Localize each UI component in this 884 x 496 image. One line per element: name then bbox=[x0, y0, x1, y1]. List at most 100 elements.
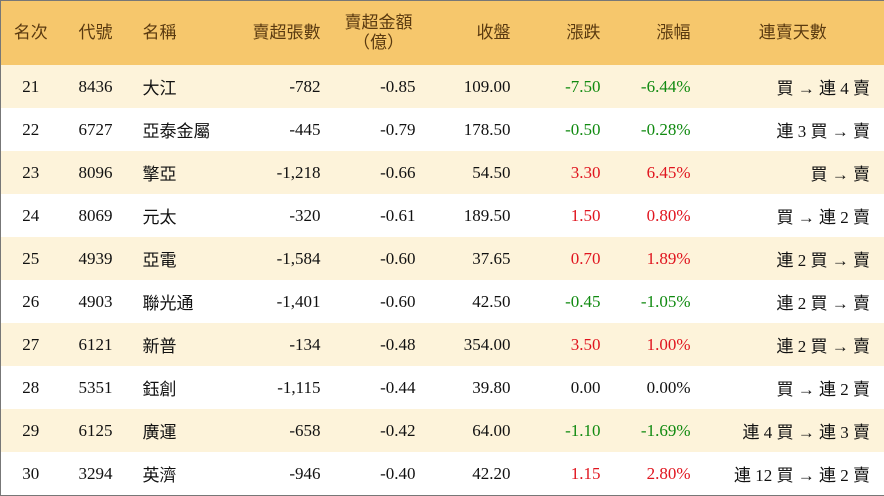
cell-code: 6125 bbox=[60, 409, 131, 452]
cell-sell-streak: 買 → 連 2 賣 bbox=[700, 194, 884, 237]
cell-sell-streak: 買 → 連 2 賣 bbox=[700, 366, 884, 409]
table-row: 26 4903 聯光通 -1,401 -0.60 42.50 -0.45 -1.05% 連 2 … bbox=[0, 280, 884, 323]
cell-sell-streak: 連 3 買 → 賣 bbox=[700, 108, 884, 151]
cell-code: 8069 bbox=[60, 194, 131, 237]
cell-change: -0.50 bbox=[520, 108, 611, 151]
cell-name: 大江 bbox=[130, 65, 231, 108]
cell-sell-streak: 連 2 買 → 賣 bbox=[700, 280, 884, 323]
cell-rank: 27 bbox=[0, 323, 61, 366]
header-row: 名次 代號 名稱 賣超張數 賣超金額 （億） 收盤 漲跌 漲幅 連賣天數 bbox=[0, 0, 884, 65]
cell-change: -0.45 bbox=[520, 280, 611, 323]
cell-net-sell-lots: -445 bbox=[230, 108, 331, 151]
cell-net-sell-amount: -0.44 bbox=[330, 366, 426, 409]
cell-name: 新普 bbox=[130, 323, 231, 366]
cell-change: 0.70 bbox=[520, 237, 611, 280]
table-row: 22 6727 亞泰金屬 -445 -0.79 178.50 -0.50 -0.28% 連 3 … bbox=[0, 108, 884, 151]
cell-net-sell-lots: -1,584 bbox=[230, 237, 331, 280]
cell-code: 4939 bbox=[60, 237, 131, 280]
cell-code: 3294 bbox=[60, 452, 131, 496]
header-name: 名稱 bbox=[130, 0, 231, 65]
cell-rank: 24 bbox=[0, 194, 61, 237]
table-row: 24 8069 元太 -320 -0.61 189.50 1.50 0.80% 買 → 連 2 … bbox=[0, 194, 884, 237]
cell-sell-streak: 連 12 買 → 連 2 賣 bbox=[700, 452, 884, 496]
cell-change-pct: -1.69% bbox=[610, 409, 701, 452]
cell-change-pct: 1.00% bbox=[610, 323, 701, 366]
cell-net-sell-lots: -320 bbox=[230, 194, 331, 237]
cell-name: 亞電 bbox=[130, 237, 231, 280]
cell-change: 1.15 bbox=[520, 452, 611, 496]
cell-code: 6727 bbox=[60, 108, 131, 151]
cell-change: -1.10 bbox=[520, 409, 611, 452]
cell-close: 42.20 bbox=[425, 452, 521, 496]
table-row: 27 6121 新普 -134 -0.48 354.00 3.50 1.00% 連 2 買 → … bbox=[0, 323, 884, 366]
cell-change-pct: 0.00% bbox=[610, 366, 701, 409]
cell-change-pct: 1.89% bbox=[610, 237, 701, 280]
cell-net-sell-lots: -1,218 bbox=[230, 151, 331, 194]
cell-change-pct: 2.80% bbox=[610, 452, 701, 496]
cell-net-sell-amount: -0.66 bbox=[330, 151, 426, 194]
cell-code: 8096 bbox=[60, 151, 131, 194]
cell-sell-streak: 連 2 買 → 賣 bbox=[700, 323, 884, 366]
table-row: 30 3294 英濟 -946 -0.40 42.20 1.15 2.80% 連 12 買 → … bbox=[0, 452, 884, 496]
cell-net-sell-amount: -0.48 bbox=[330, 323, 426, 366]
cell-rank: 22 bbox=[0, 108, 61, 151]
cell-net-sell-lots: -658 bbox=[230, 409, 331, 452]
cell-sell-streak: 買 → 連 4 賣 bbox=[700, 65, 884, 108]
header-net-sell-amount: 賣超金額 （億） bbox=[330, 0, 426, 65]
cell-net-sell-amount: -0.79 bbox=[330, 108, 426, 151]
header-change: 漲跌 bbox=[520, 0, 611, 65]
cell-close: 64.00 bbox=[425, 409, 521, 452]
cell-change: -7.50 bbox=[520, 65, 611, 108]
cell-change-pct: -6.44% bbox=[610, 65, 701, 108]
cell-close: 178.50 bbox=[425, 108, 521, 151]
cell-sell-streak: 連 2 買 → 賣 bbox=[700, 237, 884, 280]
cell-change: 3.30 bbox=[520, 151, 611, 194]
header-code: 代號 bbox=[60, 0, 131, 65]
cell-name: 英濟 bbox=[130, 452, 231, 496]
header-change-pct: 漲幅 bbox=[610, 0, 701, 65]
cell-net-sell-amount: -0.85 bbox=[330, 65, 426, 108]
cell-close: 42.50 bbox=[425, 280, 521, 323]
cell-close: 39.80 bbox=[425, 366, 521, 409]
cell-name: 元太 bbox=[130, 194, 231, 237]
table-row: 25 4939 亞電 -1,584 -0.60 37.65 0.70 1.89% 連 2 買 →… bbox=[0, 237, 884, 280]
table-row: 29 6125 廣運 -658 -0.42 64.00 -1.10 -1.69% 連 4 買 →… bbox=[0, 409, 884, 452]
cell-sell-streak: 連 4 買 → 連 3 賣 bbox=[700, 409, 884, 452]
cell-net-sell-lots: -134 bbox=[230, 323, 331, 366]
cell-name: 聯光通 bbox=[130, 280, 231, 323]
table-row: 23 8096 擎亞 -1,218 -0.66 54.50 3.30 6.45% 買 → 賣 bbox=[0, 151, 884, 194]
cell-rank: 28 bbox=[0, 366, 61, 409]
cell-rank: 26 bbox=[0, 280, 61, 323]
cell-rank: 23 bbox=[0, 151, 61, 194]
cell-change-pct: 6.45% bbox=[610, 151, 701, 194]
header-net-sell-lots: 賣超張數 bbox=[230, 0, 331, 65]
header-rank: 名次 bbox=[0, 0, 61, 65]
cell-close: 354.00 bbox=[425, 323, 521, 366]
cell-name: 亞泰金屬 bbox=[130, 108, 231, 151]
cell-code: 8436 bbox=[60, 65, 131, 108]
cell-net-sell-lots: -946 bbox=[230, 452, 331, 496]
header-close: 收盤 bbox=[425, 0, 521, 65]
cell-name: 擎亞 bbox=[130, 151, 231, 194]
cell-close: 109.00 bbox=[425, 65, 521, 108]
cell-name: 鈺創 bbox=[130, 366, 231, 409]
cell-close: 189.50 bbox=[425, 194, 521, 237]
cell-change-pct: -1.05% bbox=[610, 280, 701, 323]
table-row: 21 8436 大江 -782 -0.85 109.00 -7.50 -6.44% 買 → 連 … bbox=[0, 65, 884, 108]
cell-net-sell-amount: -0.42 bbox=[330, 409, 426, 452]
cell-net-sell-amount: -0.60 bbox=[330, 280, 426, 323]
cell-net-sell-amount: -0.61 bbox=[330, 194, 426, 237]
cell-close: 37.65 bbox=[425, 237, 521, 280]
cell-change-pct: -0.28% bbox=[610, 108, 701, 151]
table-body: 21 8436 大江 -782 -0.85 109.00 -7.50 -6.44% 買 → 連 … bbox=[0, 65, 884, 496]
cell-change-pct: 0.80% bbox=[610, 194, 701, 237]
cell-code: 6121 bbox=[60, 323, 131, 366]
cell-net-sell-amount: -0.60 bbox=[330, 237, 426, 280]
cell-rank: 29 bbox=[0, 409, 61, 452]
cell-net-sell-amount: -0.40 bbox=[330, 452, 426, 496]
cell-sell-streak: 買 → 賣 bbox=[700, 151, 884, 194]
cell-rank: 21 bbox=[0, 65, 61, 108]
cell-rank: 25 bbox=[0, 237, 61, 280]
